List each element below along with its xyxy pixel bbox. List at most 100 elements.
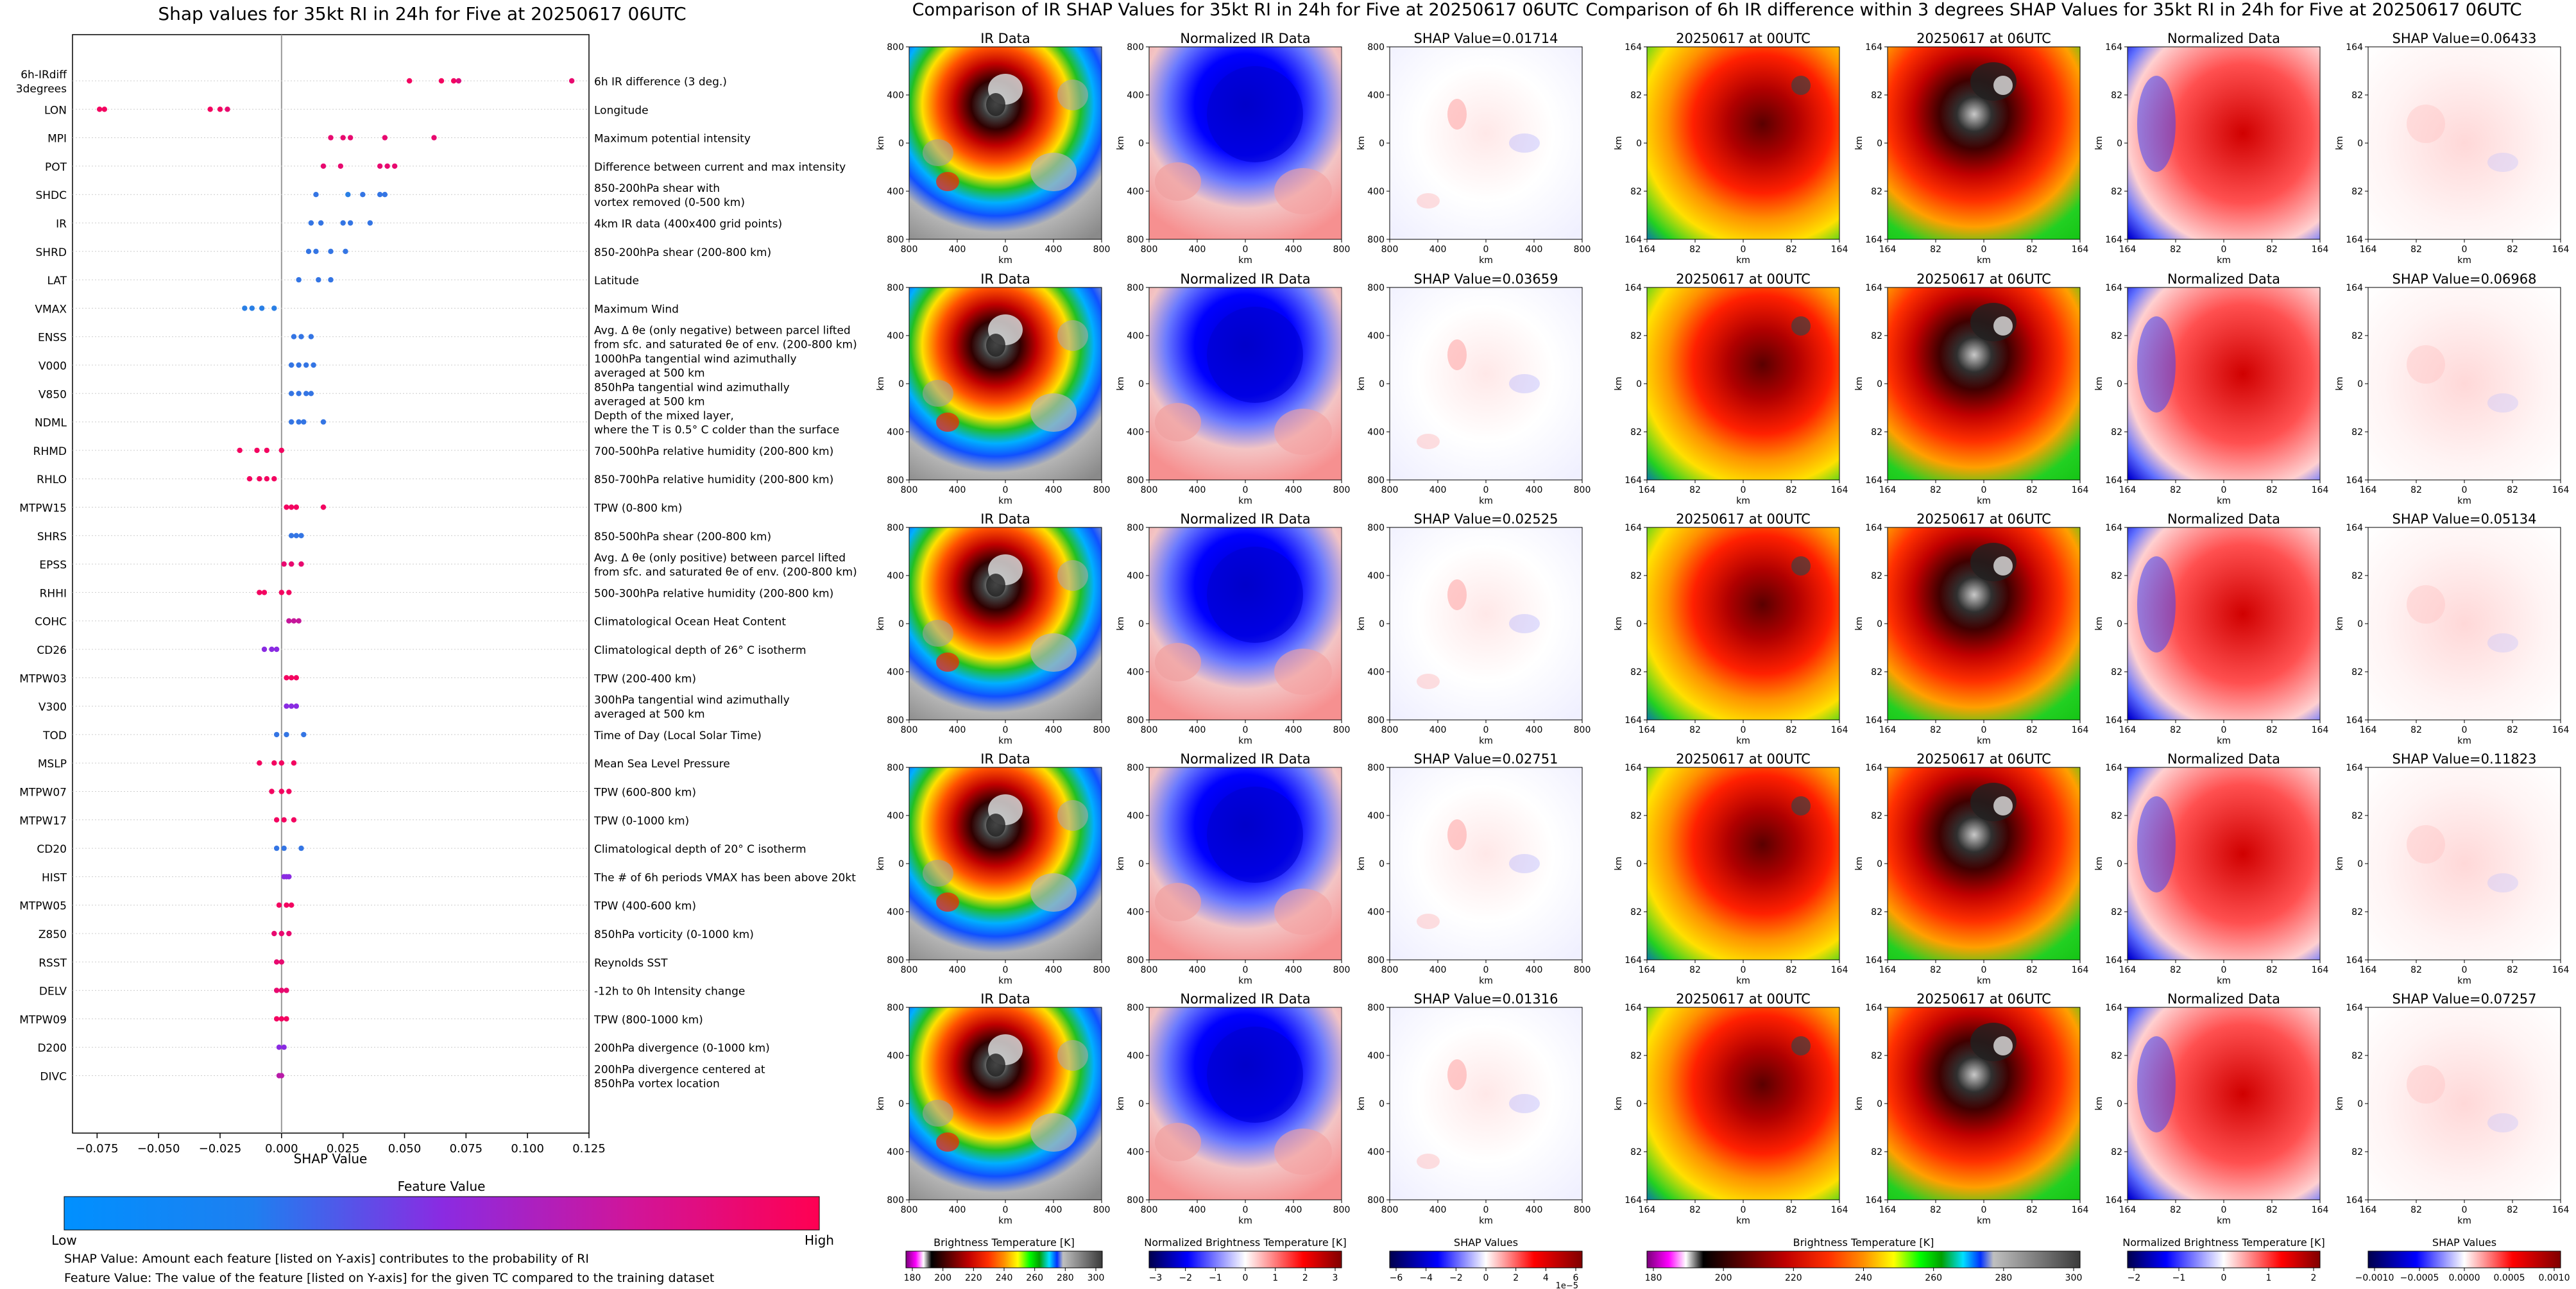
feature-description: 850hPa vorticity (0-1000 km)	[594, 928, 754, 941]
panel-texture	[1274, 649, 1332, 695]
shap-point	[438, 78, 445, 84]
panel-x-tick-label: 164	[2072, 965, 2089, 975]
feature-row-shrd: SHRD 850-200hPa shear (200-800 km)	[36, 246, 772, 259]
panel-x-tick-label: 164	[1879, 244, 1897, 255]
shap-point	[308, 220, 314, 226]
shap-point	[293, 675, 300, 681]
panel-title: Normalized IR Data	[1180, 271, 1310, 287]
panel-texture	[1993, 316, 2013, 336]
panel-y-tick-label: 400	[1367, 571, 1385, 581]
panel-x-tick-label: 164	[1831, 1205, 1848, 1215]
feature-description: Maximum Wind	[594, 303, 679, 316]
shap-point	[278, 760, 285, 766]
panel-x-axis-label: km	[998, 255, 1012, 266]
panel-x-tick-label: 82	[2410, 244, 2422, 255]
panel-y-tick-label: 800	[887, 1195, 904, 1206]
shap-point	[284, 987, 289, 993]
panel-x-tick-label: 800	[1381, 244, 1399, 255]
shap-point	[343, 248, 348, 254]
panel-y-tick-label: 800	[887, 763, 904, 773]
shap-point	[298, 561, 304, 567]
panel-x-tick-label: 0	[1003, 1205, 1009, 1215]
panel-x-axis-label: km	[2457, 976, 2471, 986]
feature-description: Climatological depth of 26° C isotherm	[594, 644, 806, 657]
shap-point	[313, 248, 319, 254]
panel-texture	[1417, 674, 1440, 689]
panel-texture	[923, 860, 953, 887]
shap-point	[298, 533, 304, 538]
panel-texture	[986, 334, 1005, 357]
panel-x-tick-label: 400	[1429, 1205, 1447, 1215]
panel-texture	[1509, 854, 1540, 873]
panel-x-tick-label: 400	[1429, 244, 1447, 255]
panel-y-tick-label: 800	[1127, 475, 1144, 486]
feature-row-rhlo: RHLO 850-700hPa relative humidity (200-80…	[37, 474, 833, 486]
panel-texture	[1030, 153, 1077, 191]
panel-x-tick-label: 164	[2072, 485, 2089, 495]
panel-y-tick-label: 164	[2105, 763, 2122, 773]
panel-y-axis-label: km	[1116, 136, 1126, 150]
panel-x-tick-label: 82	[2266, 725, 2278, 735]
panel-title: IR Data	[980, 511, 1030, 527]
panel-image	[1646, 527, 1840, 721]
panel-y-tick-label: 400	[1127, 187, 1144, 197]
panel-x-tick-label: 400	[1045, 725, 1062, 735]
shap-point	[296, 419, 302, 425]
feature-label: MTPW03	[19, 672, 67, 685]
panel-y-tick-label: 800	[1127, 715, 1144, 726]
colorbar-tick-label: 6	[1573, 1273, 1579, 1283]
panel-y-tick-label: 82	[2351, 667, 2363, 678]
panel-y-tick-label: 82	[1871, 427, 1882, 438]
panel-texture	[1447, 339, 1467, 370]
panel-x-tick-label: 82	[1689, 1205, 1701, 1215]
panel-y-tick-label: 164	[2105, 715, 2122, 726]
panel-x-tick-label: 164	[1831, 725, 1848, 735]
panel-x-tick-label: 800	[1141, 965, 1158, 975]
colorbar-tick-label: 200	[934, 1273, 951, 1283]
panel-y-tick-label: 0	[1636, 1099, 1642, 1109]
panel-x-axis-label: km	[1977, 496, 1991, 506]
panel-y-tick-label: 82	[2111, 427, 2122, 438]
shap-point	[311, 362, 316, 368]
panel-x-tick-label: 400	[1526, 244, 1543, 255]
feature-label: RSST	[38, 957, 67, 969]
shap-point	[276, 902, 282, 908]
panel-x-axis-label: km	[1479, 255, 1493, 266]
feature-description: Climatological Ocean Heat Content	[594, 616, 786, 629]
shap-point	[288, 675, 294, 681]
panel-title: IR Data	[980, 991, 1030, 1007]
panel-x-axis-label: km	[998, 736, 1012, 746]
panel-x-axis-label: km	[2457, 255, 2471, 266]
panel-x-tick-label: 800	[1093, 244, 1111, 255]
panel-image	[1389, 767, 1583, 960]
panel-x-tick-label: 82	[2507, 1205, 2518, 1215]
shap-point	[269, 789, 275, 794]
panel-x-tick-label: 0	[2221, 725, 2227, 735]
colorbar-label: Normalized Brightness Temperature [K]	[1144, 1236, 1347, 1249]
panel-x-tick-label: 0	[1981, 244, 1987, 255]
panel-title: Normalized IR Data	[1180, 751, 1310, 767]
x-tick-label: 0.050	[388, 1142, 422, 1156]
panel-x-tick-label: 82	[2170, 725, 2181, 735]
panel-texture	[1274, 1129, 1332, 1175]
panel-x-tick-label: 0	[2221, 244, 2227, 255]
panel-x-axis-label: km	[1977, 1216, 1991, 1226]
panel-y-axis-label: km	[2335, 617, 2345, 631]
panel-y-tick-label: 800	[887, 235, 904, 245]
panel-y-tick-label: 164	[2346, 523, 2363, 533]
colorbar-tick-label: −0.0010	[2355, 1273, 2394, 1283]
panel-title: SHAP Value=0.06968	[2393, 271, 2537, 287]
panel-y-tick-label: 800	[1367, 1003, 1385, 1013]
panel-title: IR Data	[980, 271, 1030, 287]
panel-x-tick-label: 164	[2119, 1205, 2137, 1215]
feature-label: SHRS	[37, 531, 67, 543]
panel-x-tick-label: 800	[1093, 485, 1111, 495]
panel-y-tick-label: 800	[1127, 1195, 1144, 1206]
ir-section-title: Comparison of IR SHAP Values for 35kt RI…	[912, 0, 1579, 20]
panel-title: 20250617 at 06UTC	[1916, 511, 2051, 527]
panel-texture	[1993, 1036, 2013, 1055]
feature-description: TPW (0-1000 km)	[593, 815, 689, 828]
feature-description: 850-500hPa shear (200-800 km)	[594, 531, 771, 543]
